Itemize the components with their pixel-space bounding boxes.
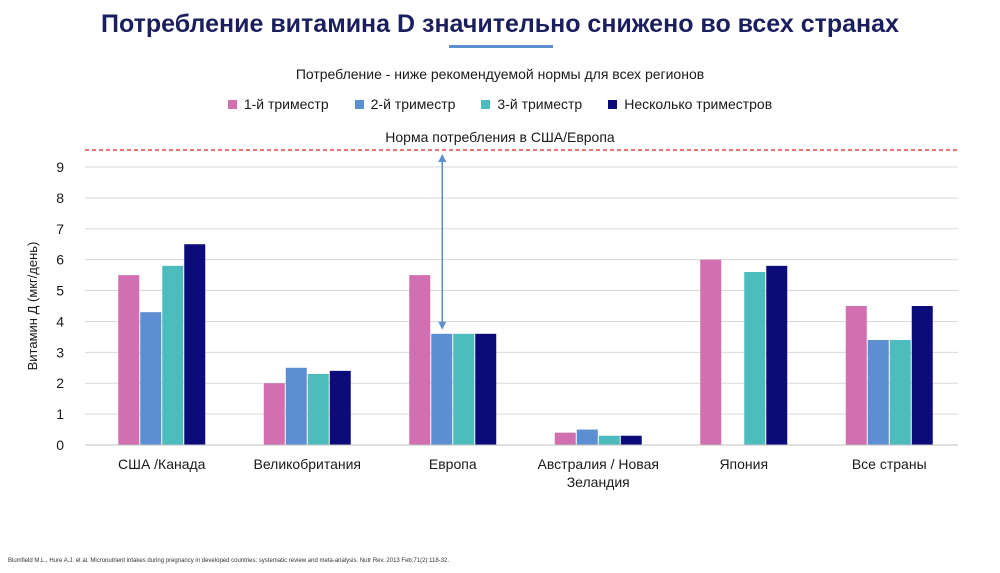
- bar-4-cat-4: [620, 435, 642, 445]
- legend-label-trimester-1: 1-й триместр: [243, 96, 329, 112]
- bar-4-cat-1: [184, 244, 206, 445]
- y-tick-label: 4: [56, 313, 64, 329]
- bar-2-cat-2: [285, 367, 307, 445]
- bar-1-cat-4: [554, 432, 576, 445]
- legend-swatch-trimester-1: [227, 99, 237, 109]
- bar-4-cat-3: [475, 333, 497, 445]
- x-category-label: Великобритания: [253, 456, 361, 472]
- bar-3-cat-4: [598, 435, 620, 445]
- legend-item-trimester-3: 3-й триместр: [481, 96, 582, 112]
- y-tick-label: 0: [56, 437, 64, 453]
- legend-item-trimester-1: 1-й триместр: [227, 96, 329, 112]
- legend-item-multiple-trimesters: Несколько триместров: [608, 96, 772, 112]
- y-tick-label: 8: [56, 190, 64, 206]
- bar-1-cat-3: [409, 275, 431, 445]
- y-tick-label: 1: [56, 406, 64, 422]
- bar-3-cat-5: [744, 272, 766, 445]
- gap-arrow-head-bottom: [438, 321, 447, 330]
- gap-arrow-head-top: [438, 154, 447, 163]
- bar-2-cat-1: [140, 312, 162, 445]
- x-category-label: Австралия / Новая: [538, 456, 659, 472]
- legend-swatch-multiple-trimesters: [608, 99, 618, 109]
- chart-legend: 1-й триместр 2-й триместр 3-й триместр Н…: [0, 96, 1000, 112]
- y-tick-label: 2: [56, 375, 64, 391]
- bar-3-cat-1: [162, 265, 184, 445]
- legend-label-trimester-3: 3-й триместр: [497, 96, 583, 112]
- legend-label-trimester-2: 2-й триместр: [370, 96, 456, 112]
- x-category-label: Япония: [719, 456, 768, 472]
- bar-1-cat-1: [118, 275, 140, 445]
- x-category-label: Европа: [429, 456, 477, 472]
- x-category-label: Все страны: [852, 456, 927, 472]
- bar-2-cat-6: [867, 339, 889, 445]
- legend-swatch-trimester-2: [354, 99, 364, 109]
- y-tick-label: 7: [56, 221, 64, 237]
- chart-subtitle: Потребление - ниже рекомендуемой нормы д…: [295, 66, 705, 82]
- title-underline: [449, 45, 553, 48]
- bar-1-cat-2: [263, 383, 285, 445]
- y-tick-label: 9: [56, 159, 64, 175]
- bar-1-cat-6: [845, 306, 867, 445]
- x-category-label: Зеландия: [567, 474, 630, 490]
- slide-title: Потребление витамина D значительно сниже…: [101, 10, 899, 38]
- bar-4-cat-2: [329, 370, 351, 445]
- y-tick-label: 6: [56, 252, 64, 268]
- legend-item-trimester-2: 2-й триместр: [354, 96, 456, 112]
- y-axis-label: Витамин Д (мкг/день): [25, 242, 40, 371]
- bar-2-cat-4: [576, 429, 598, 445]
- y-tick-label: 3: [56, 344, 64, 360]
- x-category-label: США /Канада: [118, 456, 206, 472]
- legend-label-multiple-trimesters: Несколько триместров: [624, 96, 773, 112]
- bar-4-cat-6: [911, 306, 933, 445]
- bar-3-cat-3: [453, 333, 475, 445]
- bar-4-cat-5: [766, 265, 788, 445]
- citation-footnote: Blumfield M.L., Hure A.J. et al. Micronu…: [8, 558, 449, 564]
- y-tick-label: 5: [56, 283, 64, 299]
- bar-1-cat-5: [700, 259, 722, 445]
- bar-3-cat-6: [889, 339, 911, 445]
- bar-3-cat-2: [307, 373, 329, 445]
- bar-2-cat-3: [431, 333, 453, 445]
- reference-line-label: Норма потребления в США/Европа: [385, 129, 615, 145]
- legend-swatch-trimester-3: [481, 99, 491, 109]
